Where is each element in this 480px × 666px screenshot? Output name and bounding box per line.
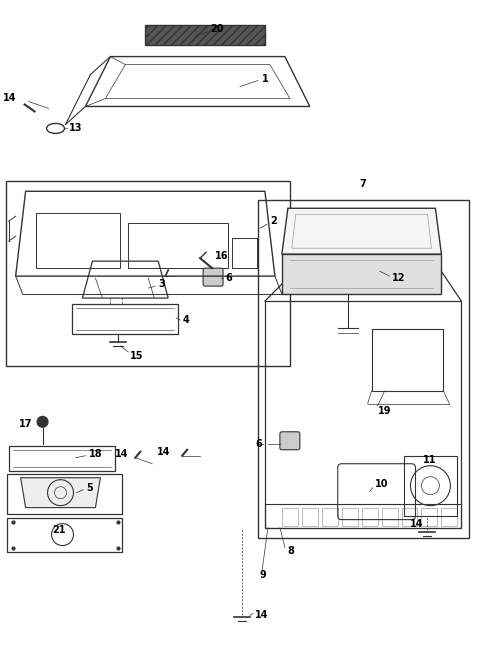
Bar [265,503,461,527]
Circle shape [37,416,48,428]
Text: 18: 18 [88,449,102,459]
Bar [232,238,257,268]
Text: 8: 8 [288,545,295,555]
Bar [361,507,378,525]
Text: 7: 7 [360,179,366,189]
Bar [342,507,358,525]
Polygon shape [305,211,434,261]
Text: 13: 13 [69,123,82,133]
Bar [128,223,228,268]
Bar [421,507,437,525]
Text: 21: 21 [52,525,65,535]
Text: 19: 19 [378,406,391,416]
Text: 11: 11 [423,455,436,465]
Bar [7,517,122,551]
Text: 3: 3 [158,279,165,289]
Text: 20: 20 [210,23,224,34]
Polygon shape [21,478,100,507]
Text: 6: 6 [225,273,232,283]
Text: 16: 16 [215,251,228,261]
Text: 15: 15 [130,351,144,361]
Polygon shape [282,208,442,254]
Bar [302,507,318,525]
Text: 14: 14 [156,447,170,457]
Text: 1: 1 [262,73,269,83]
FancyBboxPatch shape [280,432,300,450]
Bar [6,181,290,366]
Text: 14: 14 [115,449,128,459]
Text: 9: 9 [260,571,267,581]
Bar [145,25,265,45]
Text: 2: 2 [270,216,276,226]
Text: 17: 17 [19,419,32,429]
Text: 14: 14 [409,519,423,529]
Text: 12: 12 [392,273,405,283]
Text: 14: 14 [255,611,268,621]
Bar [322,507,338,525]
Bar [282,507,298,525]
Bar [258,200,469,537]
FancyBboxPatch shape [203,268,223,286]
Bar [372,329,444,391]
Polygon shape [282,254,442,294]
Text: 5: 5 [86,483,93,493]
Text: 6: 6 [255,439,262,449]
Bar [402,507,418,525]
Text: 14: 14 [3,93,16,103]
Text: 4: 4 [182,315,189,325]
Bar [36,213,120,268]
Bar [7,474,122,513]
Text: 10: 10 [374,479,388,489]
Bar [442,507,457,525]
Bar [382,507,397,525]
